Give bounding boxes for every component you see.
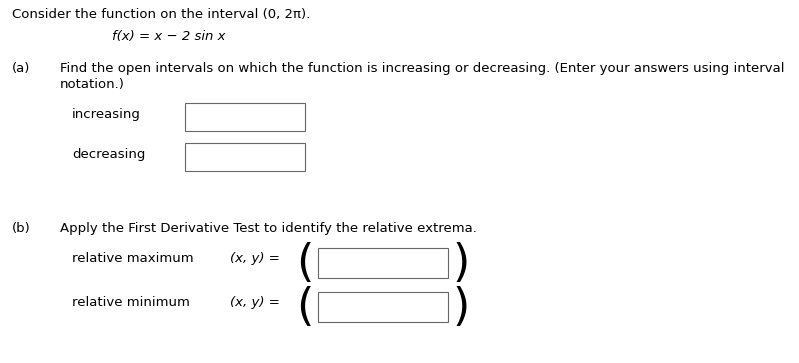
FancyBboxPatch shape xyxy=(185,143,305,171)
Text: Apply the First Derivative Test to identify the relative extrema.: Apply the First Derivative Test to ident… xyxy=(60,222,477,235)
Text: f(x) = x − 2 sin x: f(x) = x − 2 sin x xyxy=(112,30,225,43)
Text: relative maximum: relative maximum xyxy=(72,252,193,265)
Text: (b): (b) xyxy=(12,222,30,235)
Text: (: ( xyxy=(296,241,314,285)
Text: decreasing: decreasing xyxy=(72,148,145,161)
FancyBboxPatch shape xyxy=(318,248,448,278)
Text: ): ) xyxy=(452,286,469,329)
Text: Find the open intervals on which the function is increasing or decreasing. (Ente: Find the open intervals on which the fun… xyxy=(60,62,785,75)
Text: ): ) xyxy=(452,241,469,285)
Text: notation.): notation.) xyxy=(60,78,125,91)
Text: (x, y) =: (x, y) = xyxy=(230,252,280,265)
Text: increasing: increasing xyxy=(72,108,141,121)
Text: (x, y) =: (x, y) = xyxy=(230,296,280,309)
Text: relative minimum: relative minimum xyxy=(72,296,190,309)
FancyBboxPatch shape xyxy=(318,292,448,322)
Text: Consider the function on the interval (0, 2π).: Consider the function on the interval (0… xyxy=(12,8,310,21)
Text: (: ( xyxy=(296,286,314,329)
FancyBboxPatch shape xyxy=(185,103,305,131)
Text: (a): (a) xyxy=(12,62,30,75)
